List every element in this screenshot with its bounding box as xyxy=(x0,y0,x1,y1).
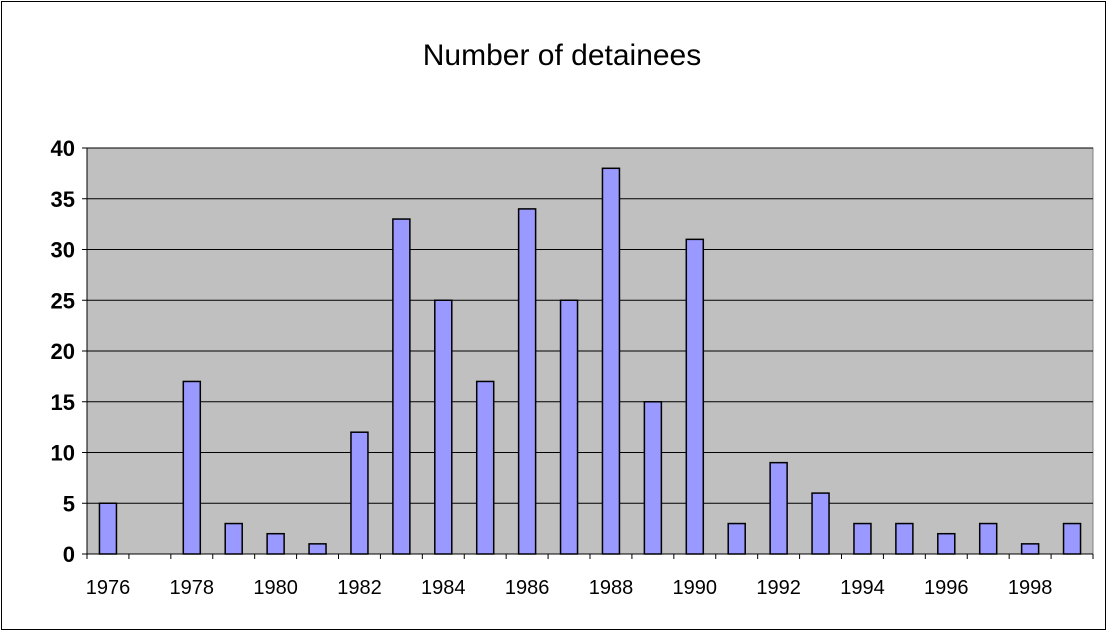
y-tick-label: 25 xyxy=(51,288,75,313)
y-tick-label: 35 xyxy=(51,187,75,212)
bar-1982 xyxy=(350,431,369,555)
x-tick-label: 1988 xyxy=(589,577,634,599)
bar-1997 xyxy=(978,522,998,555)
bar-1991 xyxy=(727,522,746,555)
x-tick-label: 1998 xyxy=(1008,577,1053,599)
y-tick-label: 0 xyxy=(63,542,75,567)
bar-1988 xyxy=(601,167,621,555)
bar-1976 xyxy=(98,502,118,555)
x-tick-label: 1980 xyxy=(253,577,298,599)
bar-1983 xyxy=(392,218,411,555)
x-tick-label: 1992 xyxy=(756,577,801,599)
x-tick-label: 1990 xyxy=(673,577,718,599)
chart-title: Number of detainees xyxy=(423,39,702,72)
bar-1993 xyxy=(811,492,830,555)
y-tick-label: 5 xyxy=(63,491,75,516)
bar-1987 xyxy=(559,299,579,555)
bar-1986 xyxy=(517,208,537,555)
bar-1994 xyxy=(853,522,872,555)
y-axis: 0 5 10 15 20 25 30 35 40 xyxy=(51,136,88,567)
bar-1981 xyxy=(308,543,327,555)
bar-1985 xyxy=(475,380,495,555)
x-tick-label: 1984 xyxy=(421,577,466,599)
y-tick-label: 20 xyxy=(51,339,75,364)
bar-1999 xyxy=(1062,522,1082,555)
bar-1996 xyxy=(937,532,956,555)
x-tick-label: 1982 xyxy=(337,577,382,599)
bar-1998 xyxy=(1020,543,1040,555)
bar-1979 xyxy=(224,522,243,555)
bar-1989 xyxy=(643,401,663,555)
bar-1995 xyxy=(895,522,914,555)
bar-1980 xyxy=(266,532,285,555)
bars xyxy=(98,167,1082,555)
gridlines xyxy=(87,147,1093,504)
x-tick-label: 1978 xyxy=(170,577,215,599)
y-tick-label: 40 xyxy=(51,136,75,161)
bar-1990 xyxy=(685,238,705,555)
bar-1978 xyxy=(182,380,202,555)
y-tick-label: 30 xyxy=(51,238,75,263)
x-axis: 1976 1978 1980 1982 1984 1986 1988 1990 1992 1994… xyxy=(86,553,1094,599)
y-tick-label: 10 xyxy=(51,441,75,466)
x-tick-label: 1994 xyxy=(840,577,885,599)
x-tick-label: 1986 xyxy=(505,577,550,599)
bar-1984 xyxy=(434,299,453,555)
y-tick-label: 15 xyxy=(51,390,75,415)
x-tick-label: 1976 xyxy=(86,577,131,599)
bar-1992 xyxy=(769,461,788,555)
x-tick-label: 1996 xyxy=(924,577,969,599)
